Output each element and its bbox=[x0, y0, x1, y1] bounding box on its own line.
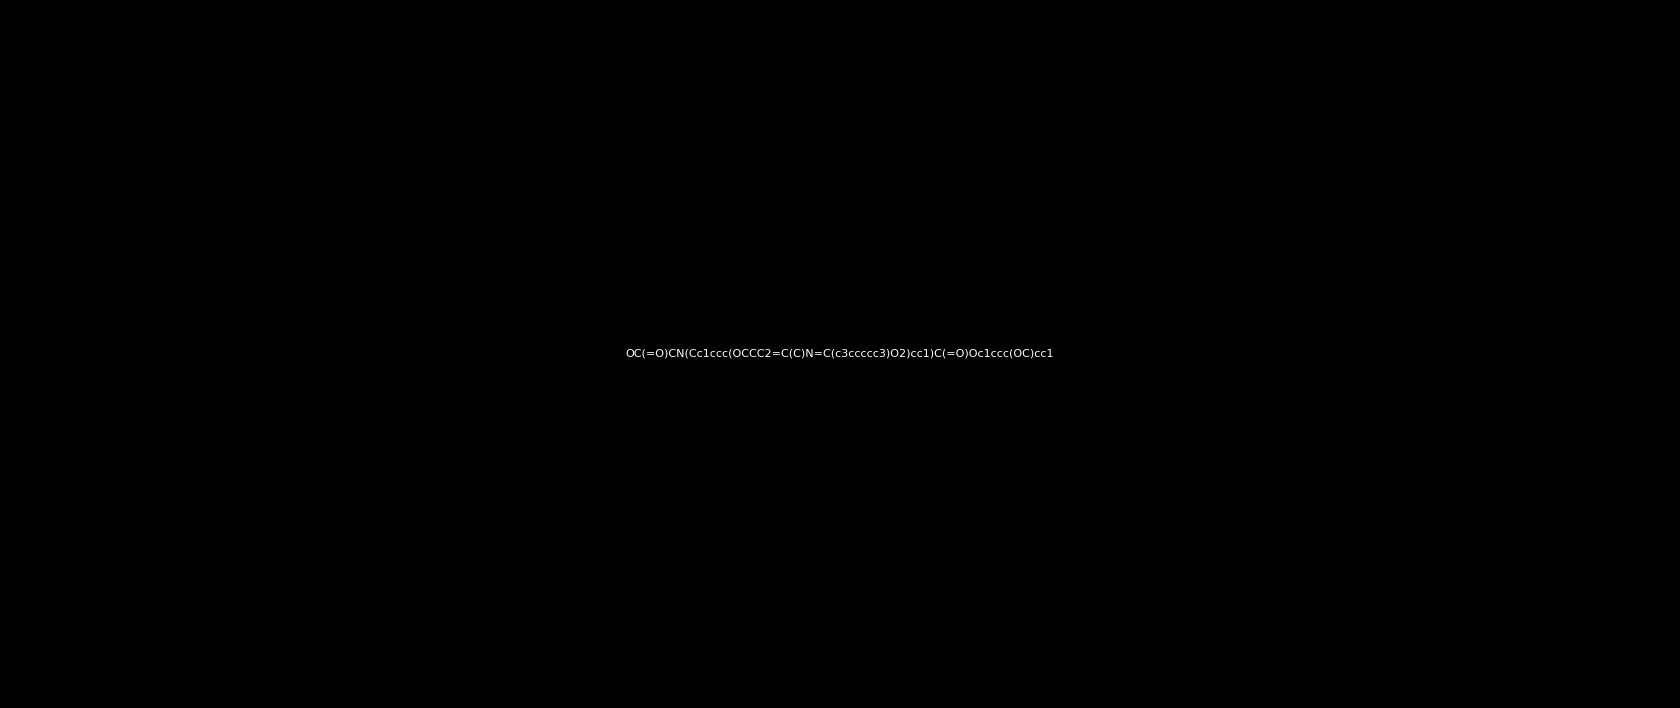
Text: OC(=O)CN(Cc1ccc(OCCC2=C(C)N=C(c3ccccc3)O2)cc1)C(=O)Oc1ccc(OC)cc1: OC(=O)CN(Cc1ccc(OCCC2=C(C)N=C(c3ccccc3)O… bbox=[625, 349, 1055, 359]
